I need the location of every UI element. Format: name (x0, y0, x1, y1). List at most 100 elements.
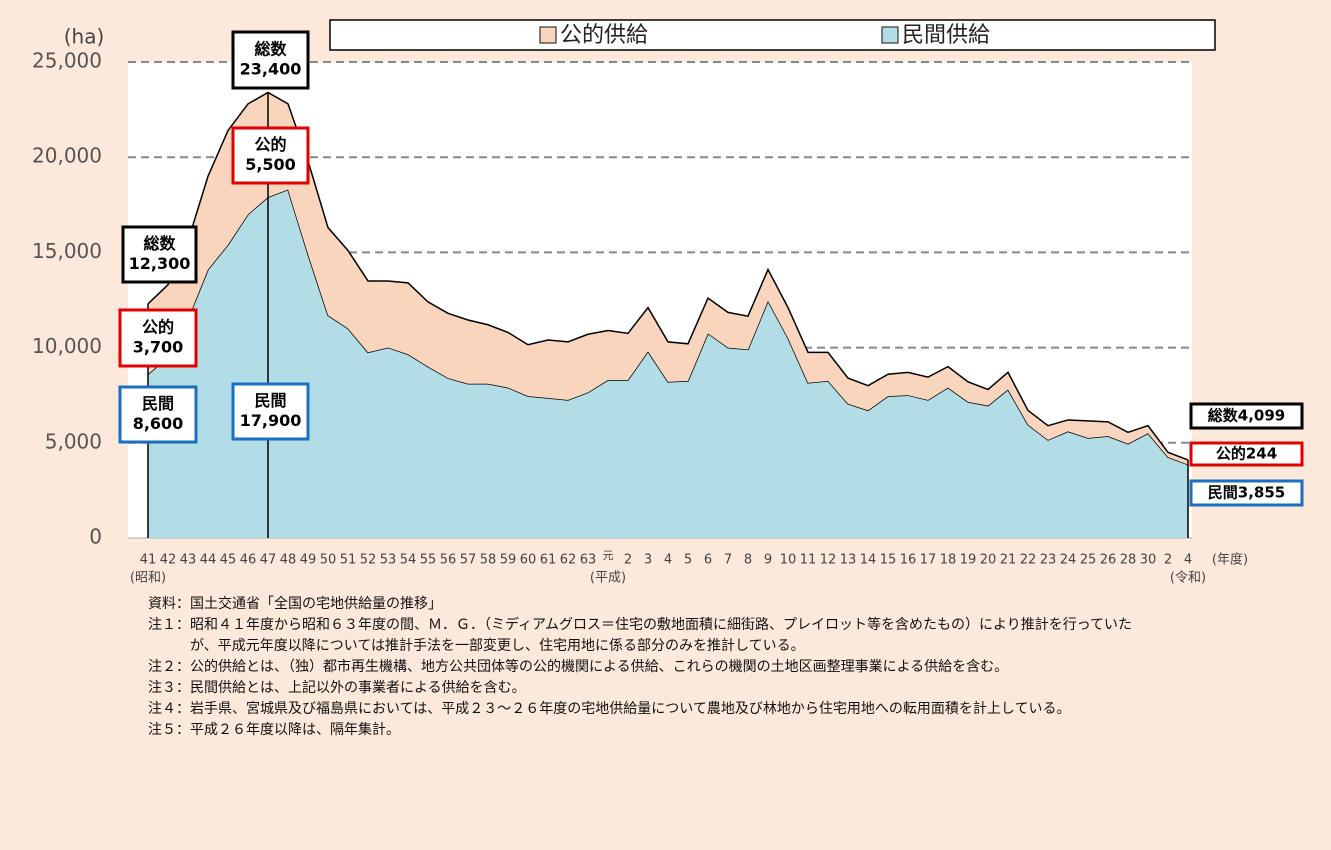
annotation-text: 23,400 (240, 60, 302, 79)
x-tick-label: 26 (1100, 553, 1117, 568)
annotation-text: 8,600 (133, 414, 184, 433)
x-unit: (年度) (1212, 552, 1248, 568)
annotation-box (231, 382, 310, 441)
x-tick-label: 47 (260, 553, 277, 568)
annotation-text: 12,300 (129, 254, 191, 273)
annotation-box (231, 30, 310, 90)
x-tick-label: 62 (560, 553, 577, 568)
x-era-label: (令和) (1170, 571, 1206, 586)
x-tick-label: 51 (340, 553, 357, 568)
x-tick-label: 20 (980, 553, 997, 568)
x-tick-label: 45 (220, 553, 237, 568)
x-tick-label: 41 (140, 553, 157, 568)
x-tick-label: 16 (900, 553, 917, 568)
x-tick-label: 10 (780, 553, 797, 568)
annotation-text: 民間3,855 (1208, 484, 1285, 502)
note-label: 注１： (148, 617, 190, 633)
note: 注４： 岩手県、宮城県及び福島県においては、平成２３～２６年度の宅地供給量について… (148, 699, 1148, 720)
x-tick-label: 48 (280, 553, 297, 568)
annotation-text: 17,900 (240, 411, 302, 430)
x-tick-label: 12 (820, 553, 837, 568)
x-tick-label: 63 (580, 553, 597, 568)
note-text: 平成２６年度以降は、隔年集計。 (190, 722, 400, 738)
y-tick-label: 5,000 (45, 429, 102, 453)
x-tick-label: 15 (880, 553, 897, 568)
x-tick-label: 30 (1140, 553, 1157, 568)
note: 資料： 国土交通省「全国の宅地供給量の推移」 (148, 594, 1148, 615)
annotation-box (118, 308, 198, 368)
area (148, 189, 1188, 538)
y-tick-label: 10,000 (32, 334, 102, 358)
note: 注３： 民間供給とは、上記以外の事業者による供給を含む。 (148, 678, 1148, 699)
x-tick-label: 50 (320, 553, 337, 568)
y-tick-label: 25,000 (32, 49, 102, 73)
x-tick-label: 23 (1040, 553, 1057, 568)
x-tick-label: 52 (360, 553, 377, 568)
x-tick-label: 46 (240, 553, 257, 568)
x-tick-label: 58 (480, 553, 497, 568)
note-text: 公的供給とは、（独）都市再生機構、地方公共団体等の公的機関による供給、これらの機… (190, 659, 1009, 675)
annotation-text: 総数4,099 (1208, 407, 1285, 425)
chart: (ha) (年度) 0 5,000 10,000 15,000 20,000 25,000… (32, 19, 1304, 586)
y-tick-label: 0 (89, 525, 102, 549)
annotation-box (1189, 441, 1304, 467)
x-tick-label: 54 (400, 553, 417, 568)
x-tick-label: 14 (860, 553, 877, 568)
note-text: 岩手県、宮城県及び福島県においては、平成２３～２６年度の宅地供給量について農地及… (190, 701, 1071, 717)
annotation-box (1189, 402, 1304, 430)
annotation-text: 3,700 (133, 338, 184, 357)
x-tick-label: 13 (840, 553, 857, 568)
annotation-box (1189, 479, 1304, 507)
x-tick-label: 49 (300, 553, 317, 568)
x-tick-label: 60 (520, 553, 537, 568)
x-tick-label: 22 (1020, 553, 1037, 568)
x-tick-label: 43 (180, 553, 197, 568)
note-text: 昭和４１年度から昭和６３年度の間、Ｍ．Ｇ．（ミディアムグロス＝住宅の敷地面積に細… (190, 617, 1133, 654)
annotation-text: 公的 (142, 318, 174, 337)
x-tick-label: 6 (704, 553, 712, 568)
annotation-text: 民間 (254, 391, 286, 410)
area-edge (147, 91, 1189, 461)
x-tick-label: 19 (960, 553, 977, 568)
annotation-text: 総数 (143, 234, 176, 253)
legend-swatch (539, 26, 557, 44)
note-text: 民間供給とは、上記以外の事業者による供給を含む。 (190, 680, 526, 696)
y-tick-label: 20,000 (32, 144, 102, 168)
legend-swatch (881, 26, 899, 44)
x-era-label: (平成) (590, 571, 626, 586)
x-tick-label: 2 (624, 553, 632, 568)
notes: 資料： 国土交通省「全国の宅地供給量の推移」 注１： 昭和４１年度から昭和６３年度の間… (148, 594, 1148, 741)
annotation-box (231, 126, 310, 185)
x-tick-label: 9 (764, 553, 772, 568)
note-label: 注４： (148, 701, 190, 717)
x-tick-label: 2 (1164, 553, 1172, 568)
x-tick-label: 4 (1184, 553, 1192, 568)
note: 注５： 平成２６年度以降は、隔年集計。 (148, 720, 1148, 741)
note-text: 国土交通省「全国の宅地供給量の推移」 (190, 596, 442, 612)
note: 注１： 昭和４１年度から昭和６３年度の間、Ｍ．Ｇ．（ミディアムグロス＝住宅の敷地面… (148, 615, 1148, 657)
x-tick-label: 5 (684, 553, 692, 568)
note: 注２： 公的供給とは、（独）都市再生機構、地方公共団体等の公的機関による供給、これ… (148, 657, 1148, 678)
x-tick-label: 24 (1060, 553, 1077, 568)
note-label: 注２： (148, 659, 190, 675)
x-tick-label: 11 (800, 553, 817, 568)
annotation-text: 公的244 (1216, 445, 1277, 463)
x-tick-label: 57 (460, 553, 477, 568)
legend-label: 公的供給 (560, 23, 648, 48)
note-label: 注３： (148, 680, 190, 696)
legend-box (329, 19, 1216, 51)
x-tick-label: 56 (440, 553, 457, 568)
x-tick-label: 18 (940, 553, 957, 568)
annotation-text: 民間 (142, 394, 174, 413)
x-tick-label: 53 (380, 553, 397, 568)
x-tick-label: 59 (500, 553, 517, 568)
x-tick-label: 7 (724, 553, 732, 568)
x-tick-label: 55 (420, 553, 437, 568)
x-tick-label: 61 (540, 553, 557, 568)
annotation-text: 5,500 (245, 155, 296, 174)
x-tick-label: 28 (1120, 553, 1137, 568)
y-unit: (ha) (64, 25, 105, 49)
annotation-text: 公的 (254, 135, 286, 154)
note-label: 資料： (148, 596, 190, 612)
annotation-box (121, 225, 198, 284)
